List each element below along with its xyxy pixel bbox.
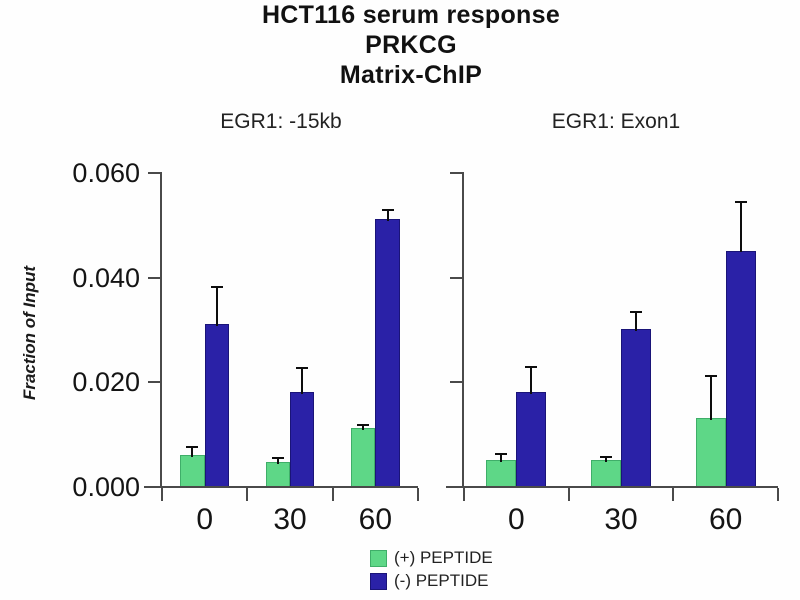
bar-exon1-plus-peptide-0 [486, 459, 517, 486]
bar-15kb-minus-peptide-30 [290, 391, 315, 486]
error-bar-line [191, 447, 194, 457]
y-tick [148, 172, 160, 174]
error-bar-cap [630, 310, 643, 313]
error-bar-cap [210, 286, 223, 289]
error-bar-line [362, 425, 365, 431]
y-tick [450, 172, 462, 174]
legend-label-minus-peptide: (-) PEPTIDE [394, 571, 489, 590]
bar-15kb-minus-peptide-60 [375, 219, 400, 486]
figure-title-line-3: Matrix-ChIP [339, 61, 483, 89]
figure-title: HCT116 serum response PRKCG Matrix-ChIP [0, 0, 800, 90]
bar-15kb-plus-peptide-60 [350, 428, 376, 486]
x-tick [161, 488, 163, 501]
x-axis [144, 486, 418, 488]
bar-15kb-minus-peptide-0 [204, 323, 230, 486]
y-tick [148, 486, 160, 488]
y-axis [160, 172, 162, 488]
x-tick-label: 60 [708, 503, 743, 536]
x-tick-label: 60 [358, 503, 393, 536]
error-bar-line [301, 368, 304, 394]
y-tick-label: 0.060 [72, 158, 140, 188]
legend-swatch-minus-peptide [370, 572, 387, 590]
bar-exon1-plus-peptide-60 [695, 417, 726, 486]
legend: (+) PEPTIDE (-) PEPTIDE [370, 548, 493, 594]
error-bar-cap [381, 209, 394, 212]
error-bar-line [215, 287, 218, 326]
error-bar-cap [734, 200, 747, 203]
x-tick-label: 0 [196, 503, 213, 536]
y-tick-label: 0.000 [72, 472, 140, 502]
error-bar-line [276, 458, 279, 465]
legend-row-minus-peptide: (-) PEPTIDE [370, 571, 493, 591]
error-bar-line [739, 201, 742, 253]
error-bar-cap [525, 366, 538, 369]
y-tick [450, 276, 462, 279]
error-bar-line [709, 376, 712, 420]
error-bar-cap [704, 375, 717, 378]
y-tick [450, 486, 462, 488]
error-bar-cap [271, 457, 284, 460]
legend-swatch-plus-peptide [370, 549, 387, 567]
error-bar-line [604, 457, 607, 462]
bar-15kb-plus-peptide-30 [265, 462, 290, 486]
bar-exon1-minus-peptide-30 [621, 329, 652, 486]
x-tick [567, 488, 570, 501]
x-tick-label: 0 [507, 503, 525, 536]
y-tick-label: 0.040 [72, 262, 140, 293]
error-bar-line [500, 453, 503, 462]
x-tick [246, 488, 249, 501]
x-tick [331, 488, 334, 501]
legend-label-plus-peptide: (+) PEPTIDE [394, 548, 493, 567]
x-tick [417, 488, 419, 501]
y-tick [148, 276, 160, 279]
error-bar-line [635, 311, 638, 331]
error-bar-cap [296, 367, 309, 370]
figure-title-line-2: PRKCG [365, 31, 457, 59]
x-tick [672, 488, 675, 501]
x-tick-label: 30 [273, 503, 307, 536]
bar-exon1-minus-peptide-60 [725, 250, 756, 486]
x-axis [446, 486, 778, 488]
error-bar-cap [357, 424, 370, 427]
y-axis [462, 172, 464, 488]
panel-title-egr1-15kb: EGR1: -15kb [220, 110, 342, 133]
legend-row-plus-peptide: (+) PEPTIDE [370, 548, 493, 568]
y-tick [148, 381, 160, 384]
x-tick-label: 30 [604, 503, 638, 536]
error-bar-line [530, 367, 533, 394]
panel-title-egr1-exon1: EGR1: Exon1 [551, 110, 681, 133]
error-bar-line [386, 210, 389, 222]
error-bar-cap [495, 452, 508, 455]
x-tick [777, 488, 779, 501]
y-tick [450, 381, 462, 384]
bar-exon1-minus-peptide-0 [516, 391, 547, 486]
error-bar-cap [186, 446, 199, 449]
bar-exon1-plus-peptide-30 [590, 459, 621, 486]
bar-15kb-plus-peptide-0 [180, 454, 205, 486]
figure-title-line-1: HCT116 serum response [261, 1, 561, 29]
x-tick [463, 488, 465, 501]
y-tick-label: 0.020 [72, 367, 140, 398]
error-bar-cap [599, 456, 612, 459]
